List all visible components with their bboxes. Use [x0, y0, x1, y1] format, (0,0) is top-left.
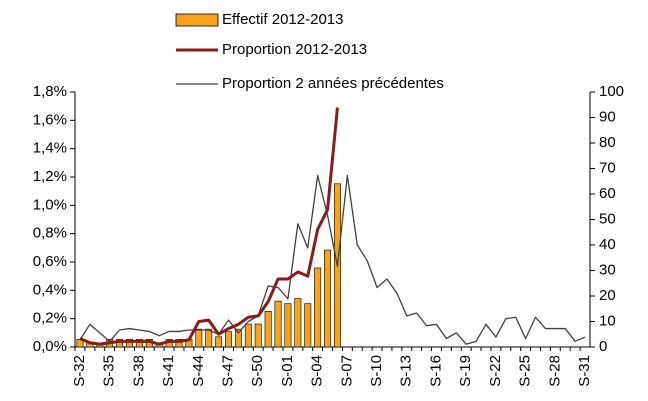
bar	[244, 323, 252, 348]
bar	[175, 339, 183, 348]
x-tick-label: S-19	[457, 355, 474, 387]
x-tick-label: S-47	[219, 355, 236, 387]
x-tick-label: S-44	[190, 355, 207, 387]
x-tick-label: S-35	[101, 355, 118, 387]
x-tick-label: S-50	[249, 355, 266, 387]
line	[79, 107, 339, 346]
y-tick-label: 1,6%	[33, 111, 67, 128]
y2-tick-label: 80	[599, 134, 616, 151]
y-tick-label: 1,4%	[33, 140, 67, 157]
bar	[284, 303, 292, 348]
y2-tick-label: 20	[599, 287, 616, 304]
x-tick-label: S-31	[576, 355, 593, 387]
bar	[135, 339, 143, 348]
bar	[324, 249, 332, 348]
bar	[225, 331, 232, 348]
x-tick-label: S-28	[546, 355, 563, 387]
y2-tick-label: 50	[599, 210, 616, 227]
x-tick-label: S-16	[427, 355, 444, 387]
bar	[314, 267, 322, 348]
x-tick-label: S-04	[309, 355, 326, 387]
y2-tick-label: 40	[599, 236, 616, 253]
bar	[294, 298, 302, 348]
y2-tick-label: 100	[599, 83, 624, 100]
y2-tick-label: 60	[599, 185, 616, 202]
x-tick-label: S-01	[279, 355, 296, 387]
y2-tick-label: 90	[599, 108, 616, 125]
legend-label: Proportion 2012-2013	[222, 41, 367, 58]
bar	[215, 336, 223, 348]
bar	[254, 323, 262, 348]
x-tick-label: S-07	[338, 355, 355, 387]
bar	[304, 303, 312, 348]
x-tick-label: S-10	[368, 355, 385, 387]
y-tick-label: 0,2%	[33, 310, 67, 327]
y-tick-label: 1,2%	[33, 168, 67, 185]
legend-label: Proportion 2 années précédentes	[222, 75, 444, 92]
x-tick-label: S-13	[398, 355, 415, 387]
bar	[195, 328, 203, 348]
y-tick-label: 0,8%	[33, 225, 67, 242]
bar	[234, 328, 242, 348]
y2-tick-label: 70	[599, 159, 616, 176]
y-tick-label: 1,0%	[33, 196, 67, 213]
y-tick-label: 0,6%	[33, 253, 67, 270]
y-tick-label: 0,4%	[33, 281, 67, 298]
bar	[274, 300, 282, 348]
legend-label: Effectif 2012-2013	[222, 11, 343, 28]
x-tick-label: S-41	[160, 355, 177, 387]
y2-tick-label: 0	[599, 338, 607, 355]
x-tick-label: S-22	[487, 355, 504, 387]
y-tick-label: 1,8%	[33, 83, 67, 100]
y2-tick-label: 10	[599, 312, 616, 329]
bar	[264, 310, 272, 348]
x-tick-label: S-38	[130, 355, 147, 387]
bar	[205, 328, 213, 348]
legend-swatch	[175, 13, 219, 27]
x-tick-label: S-32	[71, 355, 88, 387]
y2-tick-label: 30	[599, 261, 616, 278]
x-tick-label: S-25	[517, 355, 534, 387]
bar	[126, 339, 133, 348]
y-tick-label: 0,0%	[33, 338, 67, 355]
line	[79, 174, 586, 345]
